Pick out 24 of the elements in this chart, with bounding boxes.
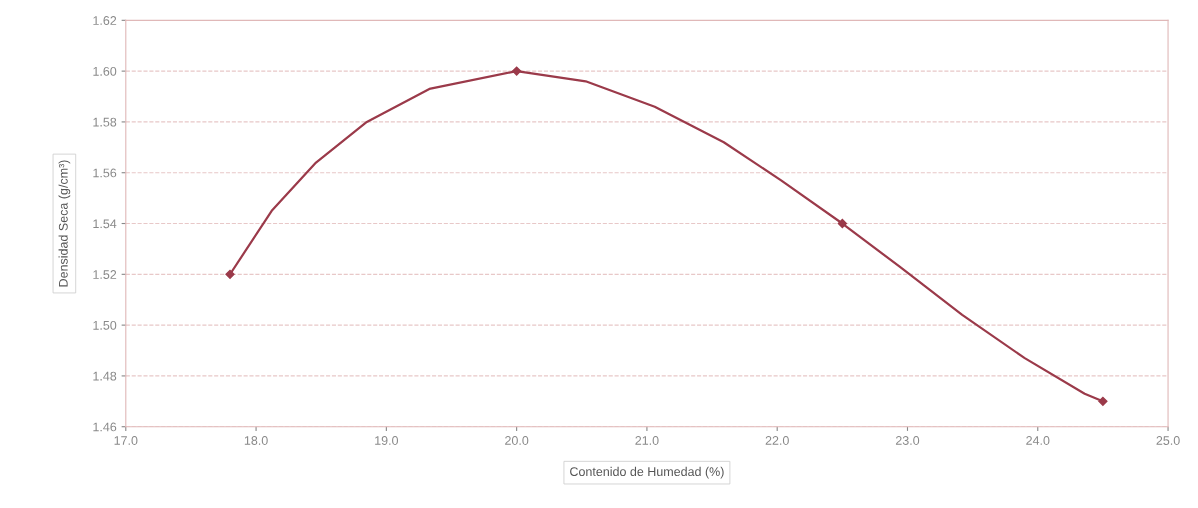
point (225, 269, 235, 279)
y-tick-label: 1.48 (93, 371, 117, 381)
point (512, 66, 522, 76)
x-tick-label: 17.0 (114, 436, 138, 445)
y-tick-label: 1.52 (93, 270, 117, 279)
point (837, 218, 847, 229)
x-tick-label: 24.0 (1026, 436, 1050, 445)
x-tick-label: 22.0 (765, 436, 789, 445)
x-tick-label: 19.0 (375, 436, 399, 445)
point (1098, 396, 1108, 406)
y-tick-label: 1.50 (93, 320, 117, 330)
y-tick-label: 1.56 (93, 168, 117, 178)
y-axis-title: Densidad Seca (g/cm³) (58, 160, 71, 287)
x-tick-label: 21.0 (635, 436, 659, 445)
y-tick-label: 1.60 (93, 66, 117, 76)
x-tick-label: 23.0 (895, 436, 920, 445)
x-tick-label: 20.0 (505, 436, 529, 445)
y-tick-label: 1.54 (93, 219, 117, 229)
x-axis-title: Contenido de Humedad (%) (570, 466, 724, 479)
x-tick-label: 25.0 (1156, 436, 1180, 445)
y-tick-label: 1.62 (93, 16, 117, 25)
y-tick-label: 1.58 (93, 117, 117, 127)
x-tick-label: 18.0 (244, 436, 268, 445)
y-tick-label: 1.46 (93, 422, 117, 432)
